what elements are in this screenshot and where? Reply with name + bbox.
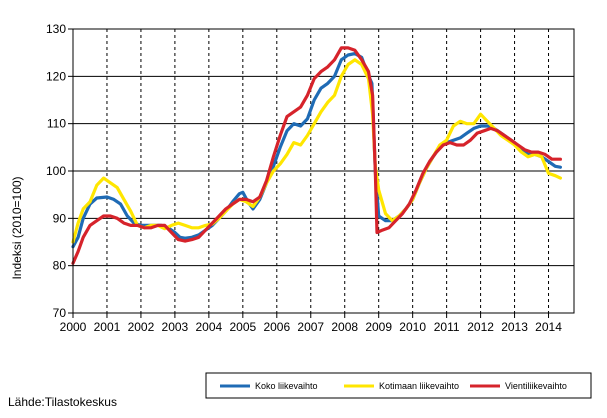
x-tick-label: 2010 xyxy=(399,320,426,334)
x-tick-label: 2008 xyxy=(331,320,358,334)
source-note: Lähde:Tilastokeskus xyxy=(8,395,117,409)
y-tick-label: 100 xyxy=(46,164,66,178)
x-tick-label: 2007 xyxy=(297,320,324,334)
x-axis-ticks: 2000 2001 2002 2003 2004 2005 2006 2007 2008 2009… xyxy=(60,313,562,334)
y-tick-label: 130 xyxy=(46,22,66,36)
x-tick-label: 2001 xyxy=(94,320,121,334)
legend: Koko liikevaihto Kotimaan liikevaihto Vien… xyxy=(205,372,592,399)
y-tick-label: 110 xyxy=(47,117,66,131)
legend-label-3: Vientiliikevaihto xyxy=(505,381,567,391)
y-tick-label: 80 xyxy=(53,259,67,273)
x-tick-label: 2004 xyxy=(196,320,223,334)
x-tick-label: 2009 xyxy=(365,320,392,334)
grid-lines xyxy=(73,29,574,313)
x-tick-label: 2011 xyxy=(434,320,460,334)
x-tick-label: 2005 xyxy=(229,320,256,334)
legend-label-2: Kotimaan liikevaihto xyxy=(379,381,459,391)
y-axis-label: Indeksi (2010=100) xyxy=(10,176,24,279)
x-tick-label: 2014 xyxy=(535,320,562,334)
y-tick-label: 70 xyxy=(53,306,67,320)
y-tick-label: 90 xyxy=(53,211,67,225)
x-tick-label: 2012 xyxy=(467,320,494,334)
x-tick-label: 2006 xyxy=(263,320,290,334)
y-tick-label: 120 xyxy=(46,69,66,83)
x-tick-label: 2000 xyxy=(60,320,87,334)
y-axis-ticks: 70 80 90 100 110 120 130 xyxy=(46,22,73,320)
series-line-3 xyxy=(71,46,562,265)
x-tick-label: 2002 xyxy=(128,320,155,334)
legend-box xyxy=(205,372,592,399)
x-tick-label: 2003 xyxy=(162,320,189,334)
series-lines xyxy=(71,46,562,265)
x-tick-label: 2013 xyxy=(501,320,528,334)
legend-label-1: Koko liikevaihto xyxy=(255,381,318,391)
